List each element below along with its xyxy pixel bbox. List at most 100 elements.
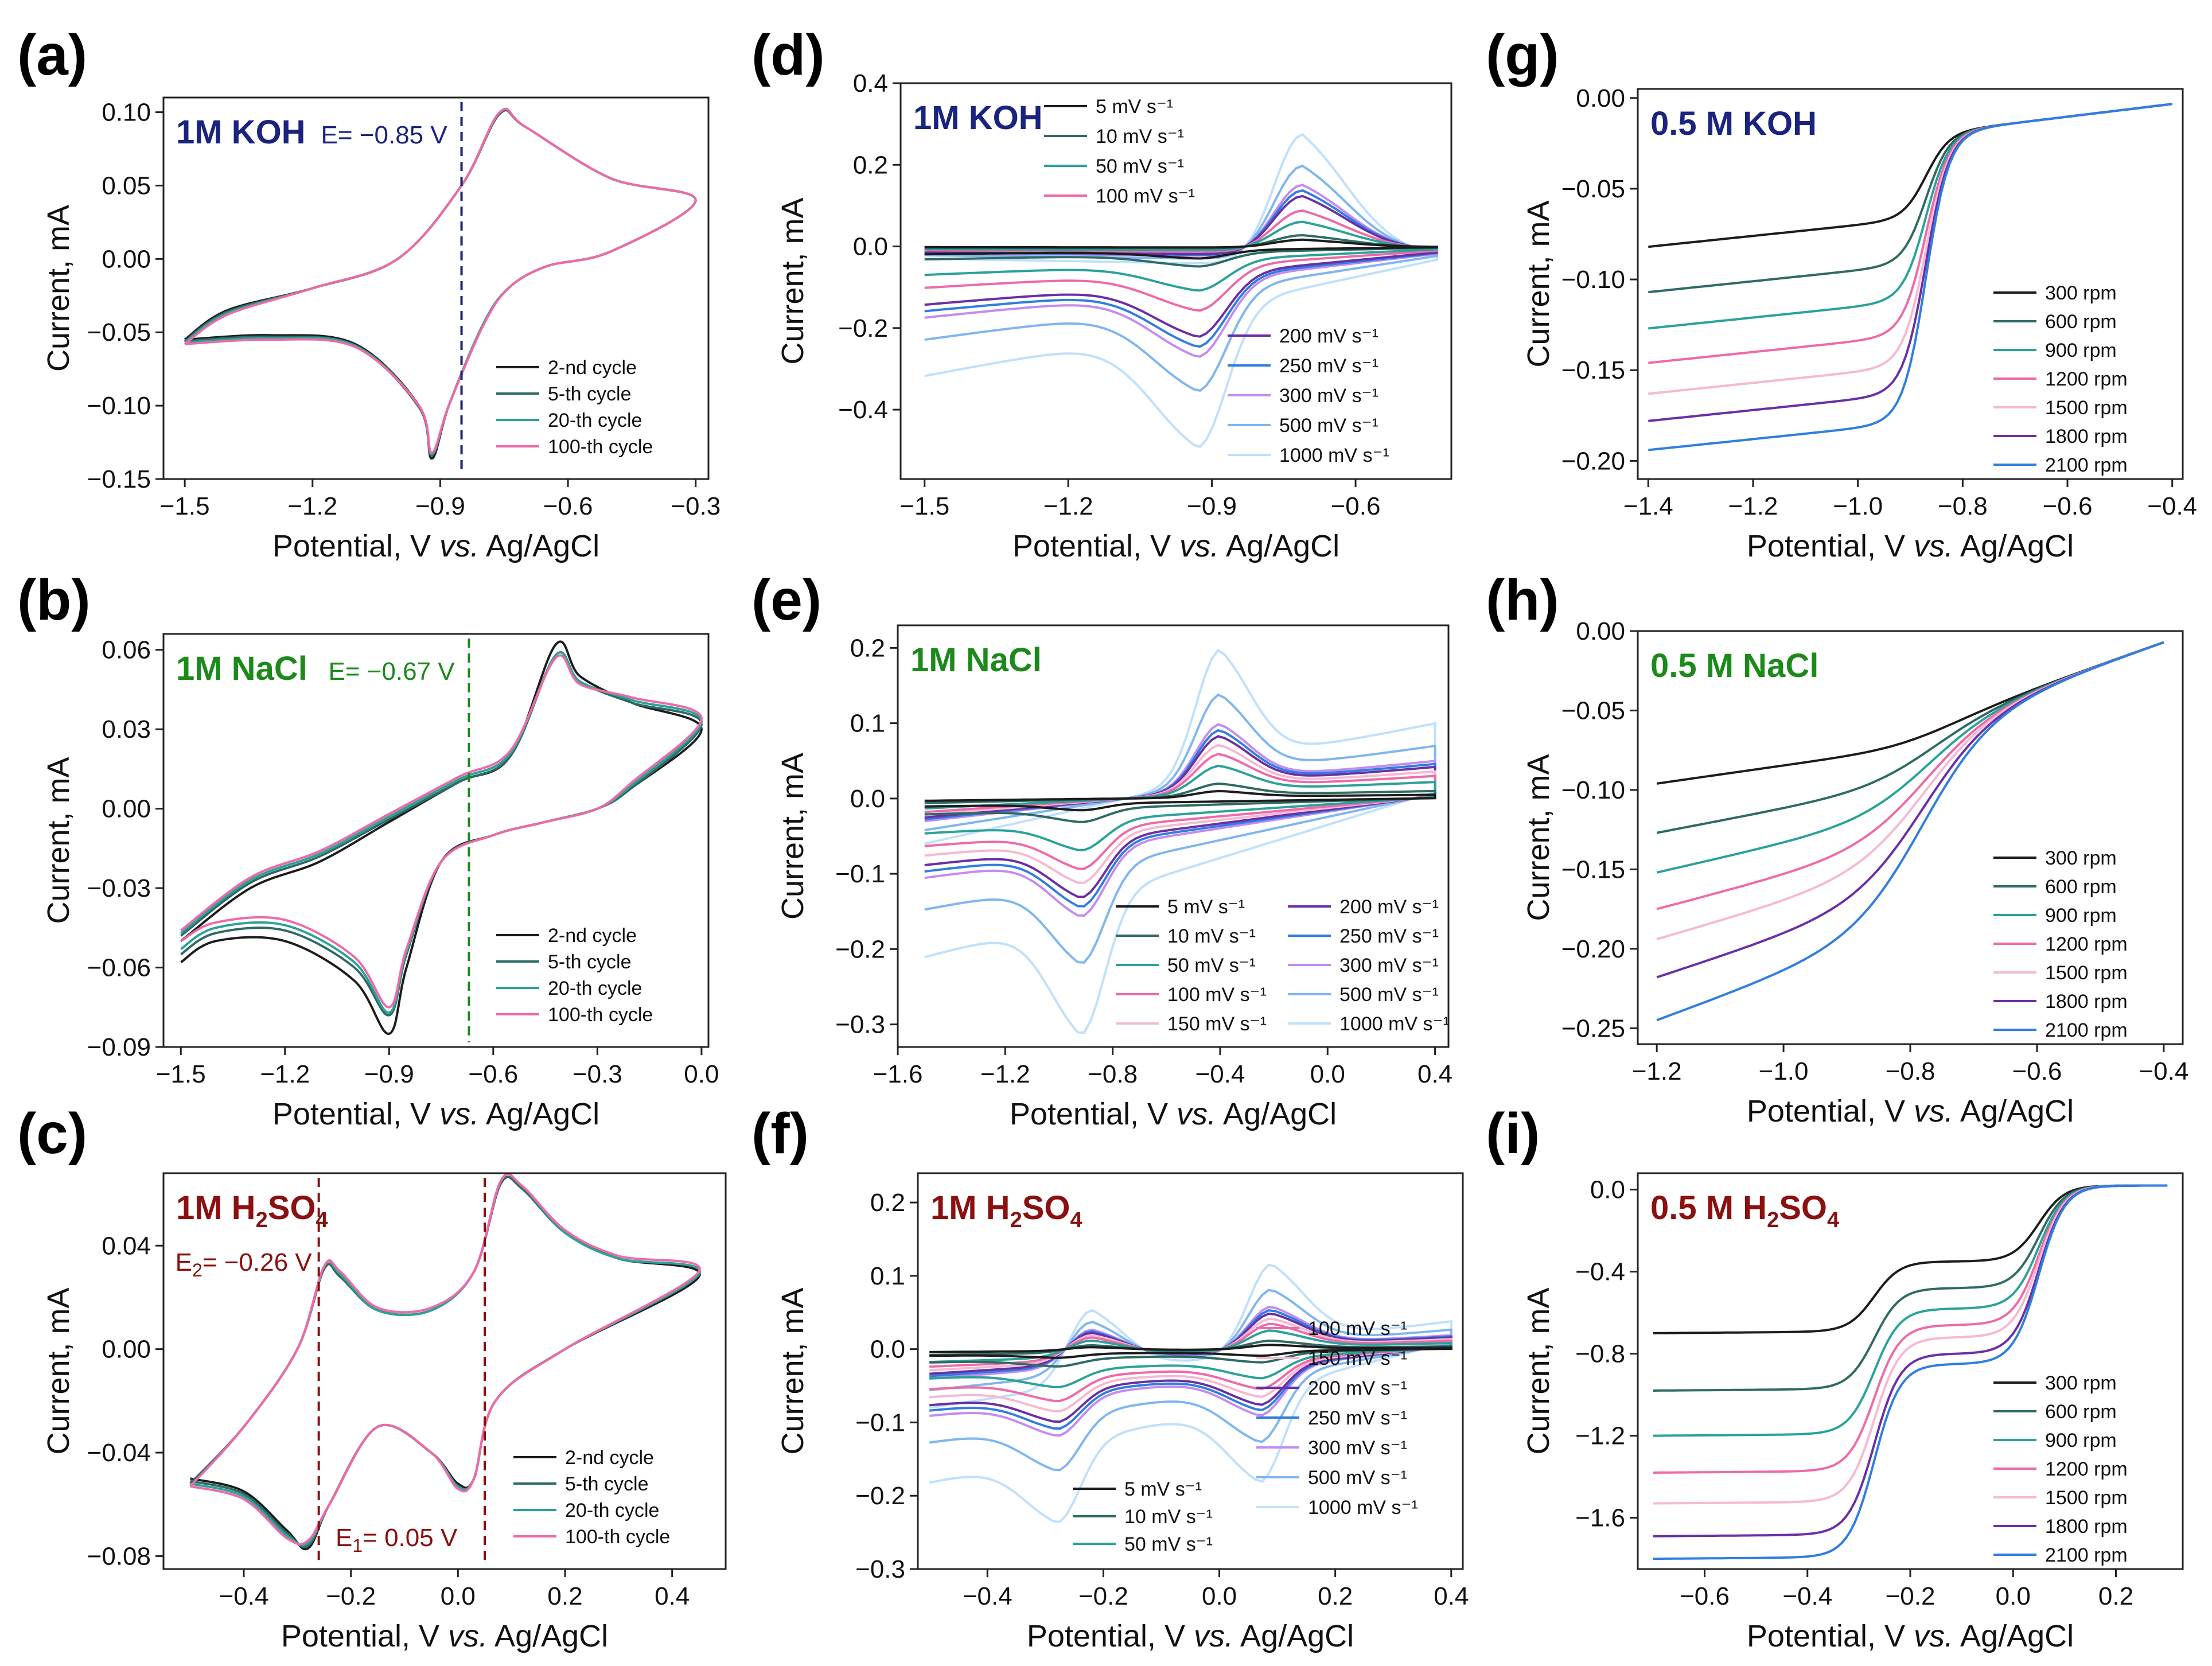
legend-label: 500 mV s⁻¹ (1279, 415, 1378, 437)
y-tick-label: 0.2 (870, 1189, 905, 1217)
legend-label: 300 mV s⁻¹ (1339, 955, 1439, 976)
x-tick-label: 0.0 (684, 1060, 719, 1088)
y-axis-label: Current, mA (41, 1287, 76, 1454)
legend-label: 1000 mV s⁻¹ (1339, 1013, 1450, 1035)
x-axis-label: Potential, V vs. Ag/AgCl (272, 529, 599, 563)
x-tick-label: −0.8 (1886, 1057, 1935, 1085)
legend-label: 2-nd cycle (565, 1447, 654, 1469)
legend-label: 100 mV s⁻¹ (1308, 1318, 1407, 1340)
y-axis-label: Current, mA (776, 1287, 810, 1454)
panel-letter: (d) (751, 23, 825, 87)
x-tick-label: −0.6 (1331, 492, 1381, 520)
x-tick-label: 0.4 (1417, 1060, 1452, 1088)
series-line (924, 789, 1436, 812)
legend-label: 600 rpm (2045, 311, 2117, 333)
series-line (180, 651, 703, 1014)
y-tick-label: −0.1 (855, 1408, 905, 1437)
y-tick-label: 0.00 (1576, 84, 1625, 112)
y-tick-label: −1.6 (1575, 1504, 1625, 1532)
series-line (1648, 103, 2172, 451)
legend-label: 1200 rpm (2045, 1458, 2128, 1480)
y-axis-label: Current, mA (776, 753, 810, 920)
y-tick-label: −0.3 (855, 1555, 905, 1583)
y-axis-label: Current, mA (1521, 754, 1556, 921)
x-label-vs: vs. (439, 1097, 479, 1131)
x-label-part: Potential, V (1010, 1097, 1177, 1131)
series-line (1653, 1184, 2168, 1537)
x-tick-label: −0.8 (1938, 492, 1988, 520)
legend-label: 600 rpm (2045, 876, 2117, 898)
potential-value: = 0.05 V (363, 1524, 458, 1552)
x-tick-label: −0.4 (2139, 1057, 2188, 1085)
x-tick-label: 0.4 (655, 1582, 690, 1610)
formula-sub: 2 (1767, 1208, 1779, 1232)
legend-label: 20-th cycle (548, 410, 642, 431)
x-label-vs: vs. (1914, 529, 1953, 563)
legend-label: 2100 rpm (2045, 454, 2128, 476)
x-axis-label: Potential, V vs. Ag/AgCl (1747, 529, 2074, 563)
x-tick-label: −0.8 (1088, 1060, 1138, 1088)
series-line (1653, 1184, 2168, 1560)
y-tick-label: 0.2 (853, 151, 888, 179)
y-axis-label: Current, mA (1521, 1287, 1556, 1454)
y-tick-label: 0.10 (102, 99, 151, 127)
legend-label: 10 mV s⁻¹ (1124, 1506, 1213, 1528)
legend-label: 300 mV s⁻¹ (1308, 1437, 1407, 1459)
series-line (180, 654, 703, 1009)
legend-label: 300 rpm (2045, 1372, 2117, 1394)
legend-label: 1000 mV s⁻¹ (1279, 445, 1389, 466)
y-tick-label: 0.03 (102, 715, 151, 744)
x-label-vs: vs. (1914, 1094, 1953, 1128)
x-label-ref: Ag/AgCl (479, 529, 599, 563)
y-tick-label: 0.00 (102, 795, 151, 823)
y-tick-label: −0.04 (87, 1439, 151, 1467)
axes-frame (162, 633, 710, 1048)
legend-label: 20-th cycle (565, 1500, 659, 1521)
panel-a: −1.5 −1.2 −0.9 −0.6 −0.3 −0.15 −0.10 −0.05 0.00 0… (17, 23, 721, 563)
panel-e: −1.6 −1.2 −0.8 −0.4 0.0 0.4 −0.3 −0.2 −0.1 0.0 0.1… (751, 568, 1452, 1131)
x-label-vs: vs. (1914, 1619, 1953, 1653)
x-tick-label: −0.6 (2043, 492, 2093, 520)
plot-area (924, 133, 1438, 449)
y-tick-label: 0.04 (102, 1232, 151, 1260)
legend-label: 20-th cycle (548, 978, 642, 999)
x-tick-label: 0.0 (441, 1582, 476, 1610)
x-tick-label: −1.2 (980, 1060, 1030, 1088)
potential-label: E1= 0.05 V (336, 1524, 458, 1556)
legend-label: 200 mV s⁻¹ (1339, 896, 1439, 918)
x-tick-label: −0.4 (2147, 492, 2197, 520)
x-label-ref: Ag/AgCl (1953, 1619, 2074, 1653)
legend-label: 1800 rpm (2045, 426, 2128, 447)
x-tick-label: −0.6 (1680, 1582, 1730, 1610)
electrolyte-label: 1M KOH (176, 114, 306, 151)
y-tick-label: 0.00 (1576, 617, 1625, 645)
x-label-part: Potential, V (1027, 1619, 1194, 1653)
legend-label: 150 mV s⁻¹ (1167, 1013, 1267, 1035)
series-line (180, 640, 703, 1035)
electrolyte-label: 1M KOH (913, 99, 1043, 137)
plot-area (929, 1263, 1452, 1523)
legend-label: 5-th cycle (548, 383, 632, 405)
legend-label: 1500 rpm (2045, 397, 2128, 419)
y-axis-label: Current, mA (1521, 200, 1556, 367)
legend-label: 200 mV s⁻¹ (1308, 1377, 1407, 1399)
x-label-ref: Ag/AgCl (1216, 1097, 1337, 1131)
x-tick-label: −0.4 (1195, 1060, 1245, 1088)
legend-label: 50 mV s⁻¹ (1167, 955, 1256, 976)
x-axis-label: Potential, V vs. Ag/AgCl (1027, 1619, 1354, 1653)
x-label-vs: vs. (439, 529, 479, 563)
plot-area (1656, 641, 2164, 1022)
x-tick-label: −1.2 (1728, 492, 1778, 520)
legend-label: 50 mV s⁻¹ (1124, 1533, 1213, 1555)
legend-label: 250 mV s⁻¹ (1279, 355, 1378, 377)
x-tick-label: 0.2 (2098, 1582, 2133, 1610)
legend-label: 900 rpm (2045, 905, 2117, 927)
legend-label: 1200 rpm (2045, 368, 2128, 390)
y-tick-label: −0.15 (1561, 855, 1625, 883)
legend-label: 5 mV s⁻¹ (1167, 896, 1245, 918)
x-label-ref: Ag/AgCl (479, 1097, 599, 1131)
x-tick-label: 0.0 (1996, 1582, 2031, 1610)
y-tick-label: 0.0 (870, 1336, 905, 1364)
y-tick-label: 0.0 (1590, 1176, 1625, 1204)
